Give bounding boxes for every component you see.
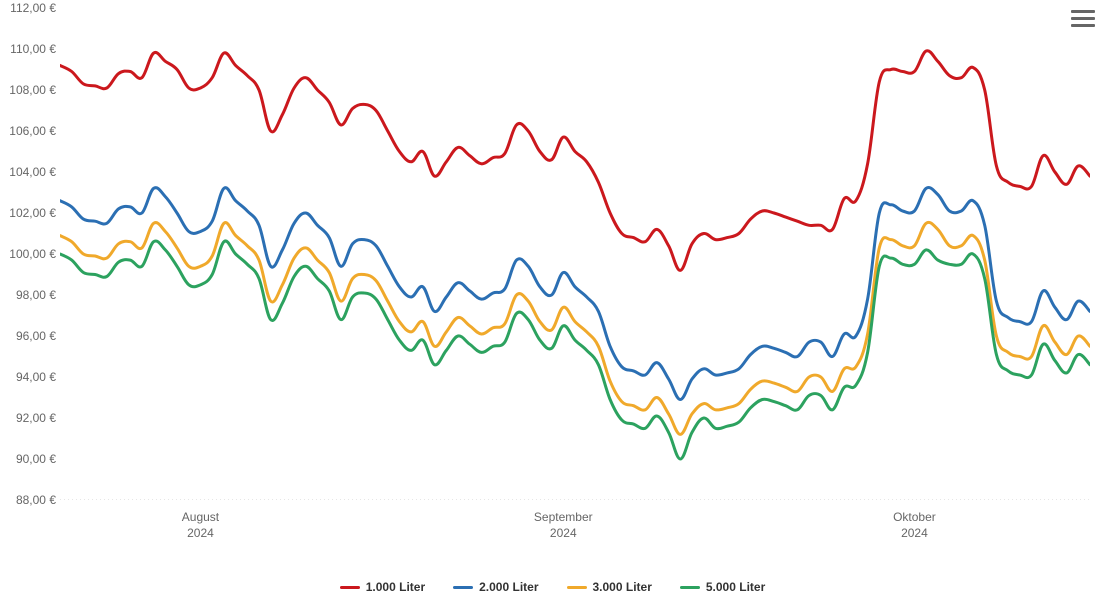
legend-swatch [453,586,473,589]
legend: 1.000 Liter 2.000 Liter 3.000 Liter 5.000 L… [0,578,1105,595]
legend-label: 1.000 Liter [366,580,425,594]
legend-item[interactable]: 2.000 Liter [453,580,538,594]
x-axis-labels: August2024 September2024 Oktober2024 [60,500,1090,540]
y-tick-label: 88,00 € [16,493,56,507]
chart-svg [60,8,1090,500]
legend-item[interactable]: 3.000 Liter [567,580,652,594]
y-tick-label: 112,00 € [10,1,56,15]
y-tick-label: 90,00 € [16,452,56,466]
series-line [60,51,1090,271]
series-line [60,187,1090,399]
y-tick-label: 100,00 € [9,247,56,261]
x-tick-label: August2024 [182,510,219,541]
x-tick-label: Oktober2024 [893,510,936,541]
y-axis-labels: 88,00 €90,00 €92,00 €94,00 €96,00 €98,00… [0,8,60,500]
series-line [60,222,1090,434]
chart-container: 88,00 € 90,00 € 92,00 € 94,00 € 96,00 € 98,00… [0,0,1105,602]
legend-item[interactable]: 5.000 Liter [680,580,765,594]
legend-swatch [340,586,360,589]
legend-swatch [567,586,587,589]
y-tick-label: 110,00 € [10,42,56,56]
plot-area [60,8,1090,500]
series-line [60,241,1090,459]
y-tick-label: 102,00 € [9,206,56,220]
legend-label: 3.000 Liter [593,580,652,594]
y-tick-label: 98,00 € [16,288,56,302]
x-tick-label: September2024 [534,510,593,541]
y-tick-label: 108,00 € [9,83,56,97]
y-tick-label: 92,00 € [16,411,56,425]
legend-item[interactable]: 1.000 Liter [340,580,425,594]
y-tick-label: 104,00 € [9,165,56,179]
y-tick-label: 96,00 € [16,329,56,343]
y-tick-label: 94,00 € [16,370,56,384]
y-tick-label: 106,00 € [9,124,56,138]
legend-label: 2.000 Liter [479,580,538,594]
legend-label: 5.000 Liter [706,580,765,594]
legend-swatch [680,586,700,589]
